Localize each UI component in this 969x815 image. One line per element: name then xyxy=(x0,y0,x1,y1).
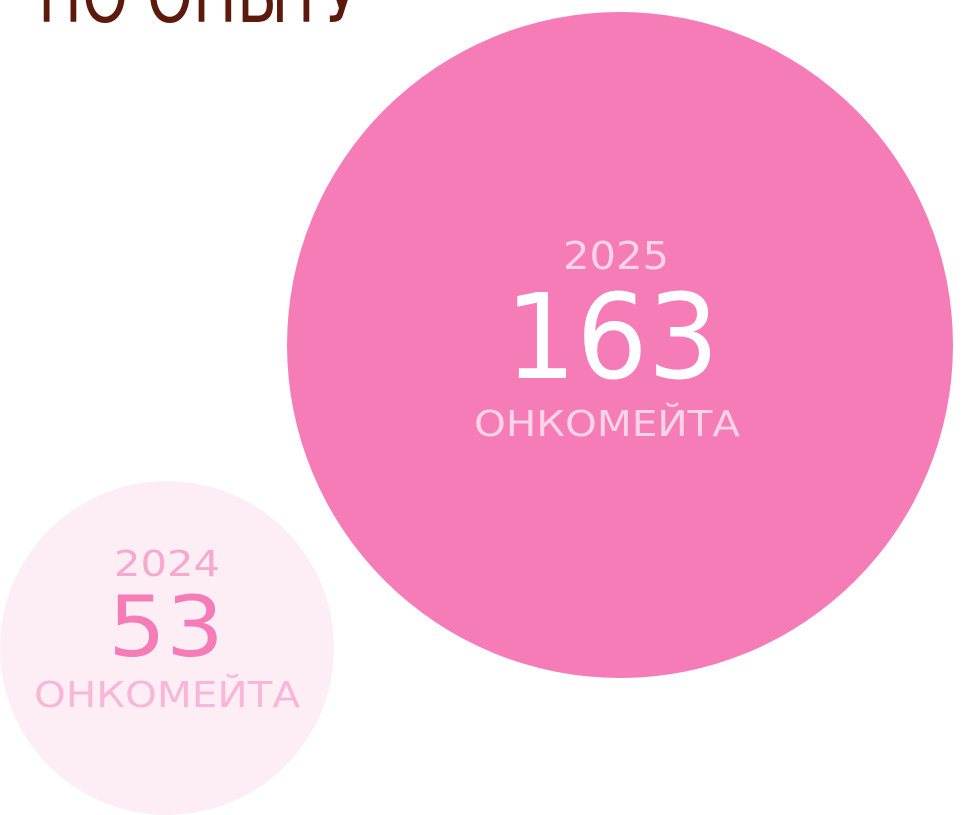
circle-2025: 2025 163 ОНКОМЕЙТА xyxy=(287,12,953,678)
year: 2024 xyxy=(114,544,220,585)
year: 2025 xyxy=(563,234,669,278)
value: 53 xyxy=(108,578,224,676)
unit: ОНКОМЕЙТА xyxy=(34,674,300,716)
circle xyxy=(287,12,953,678)
unit: ОНКОМЕЙТА xyxy=(474,403,740,445)
circle xyxy=(0,481,334,815)
circle-2024: 2024 53 ОНКОМЕЙТА xyxy=(0,481,334,815)
value: 163 xyxy=(505,268,719,406)
heading: ПО ОПЫТУ xyxy=(38,0,360,41)
